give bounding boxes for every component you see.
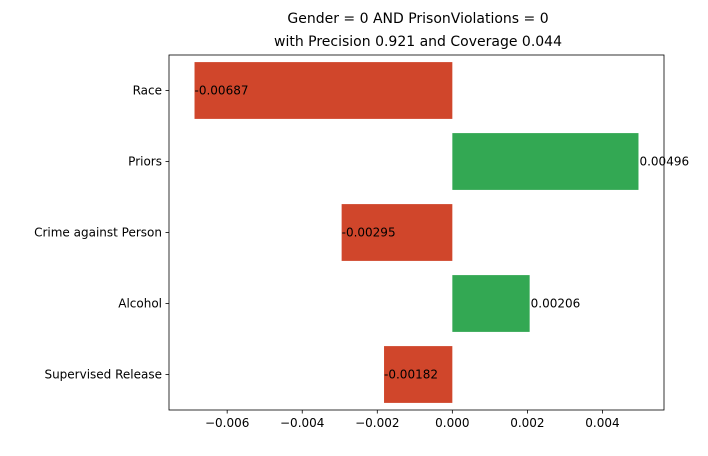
chart-subtitle: with Precision 0.921 and Coverage 0.044 [274, 34, 562, 50]
chart-title: Gender = 0 AND PrisonViolations = 0 [287, 11, 548, 27]
x-tick-label-1: −0.004 [280, 416, 324, 430]
category-label-3: Alcohol [118, 297, 162, 311]
category-label-1: Priors [128, 155, 162, 169]
bars-group [194, 62, 639, 403]
category-label-0: Race [133, 84, 162, 98]
bar-3 [452, 275, 530, 332]
plot-frame [168, 54, 665, 411]
x-tick-label-5: 0.004 [585, 416, 619, 430]
bar-1 [452, 133, 639, 190]
x-axis: −0.006 −0.004 −0.002 0.000 0.002 0.004 [205, 410, 620, 430]
category-label-2: Crime against Person [34, 226, 162, 240]
x-tick-label-3: 0.000 [435, 416, 469, 430]
x-tick-label-4: 0.002 [510, 416, 544, 430]
y-axis: Race Priors Crime against Person Alcohol Sup… [34, 84, 169, 382]
category-label-4: Supervised Release [44, 368, 162, 382]
value-label-4: -0.00182 [384, 368, 438, 382]
bar-2 [341, 204, 453, 261]
value-label-2: -0.00295 [342, 226, 396, 240]
bar-0 [194, 62, 453, 119]
x-tick-label-2: −0.002 [355, 416, 399, 430]
value-label-3: 0.00206 [531, 297, 581, 311]
value-label-0: -0.00687 [195, 84, 249, 98]
bar-4 [384, 346, 453, 403]
x-tick-label-0: −0.006 [205, 416, 249, 430]
